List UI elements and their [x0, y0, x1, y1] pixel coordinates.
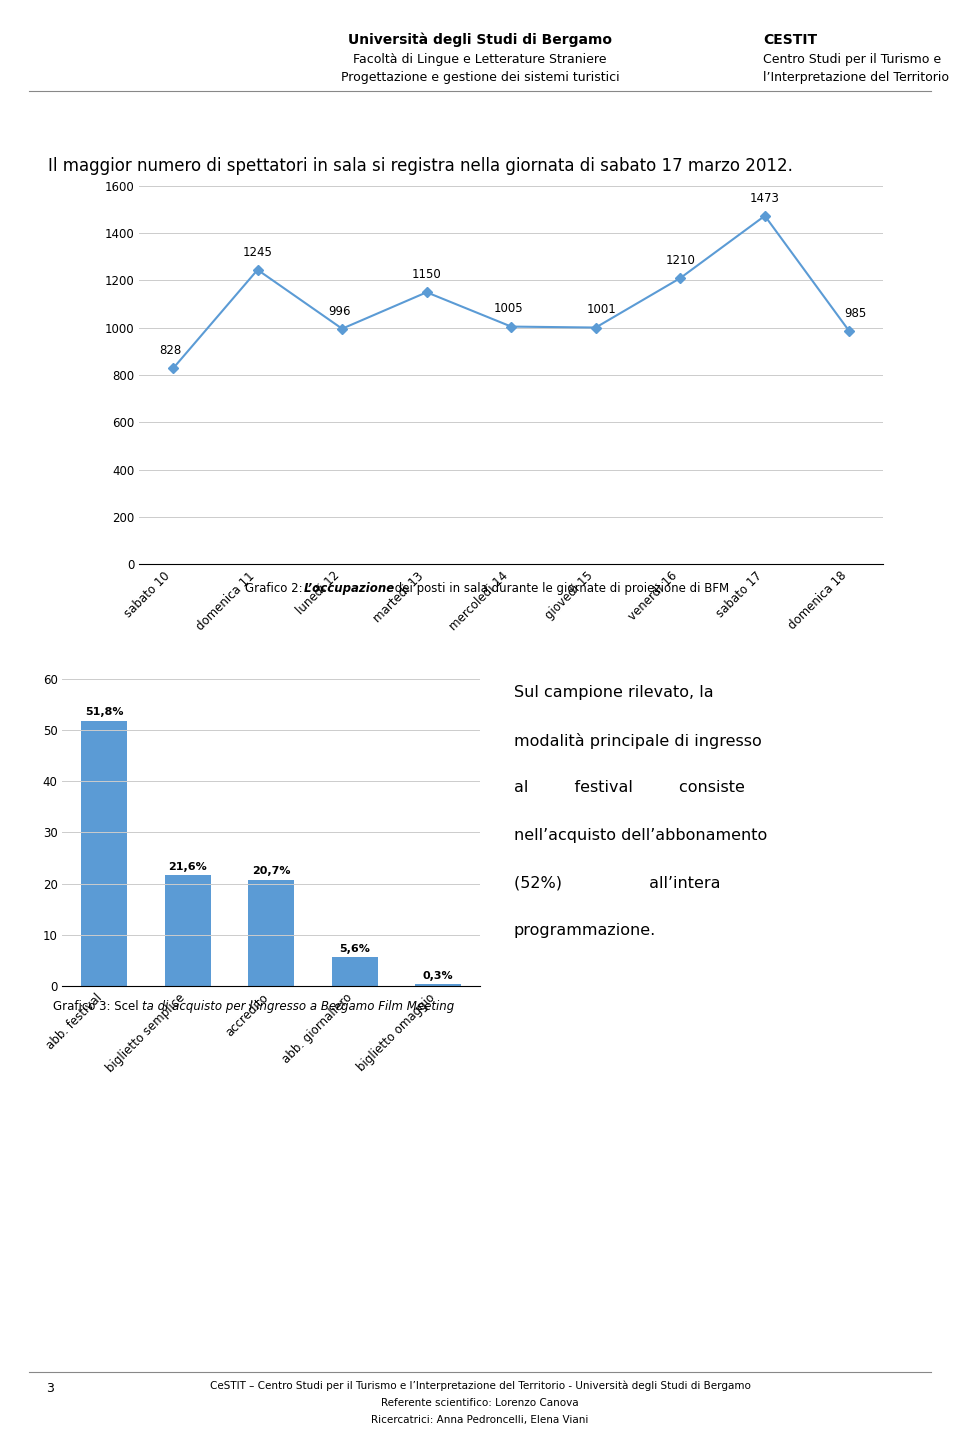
Text: Sul campione rilevato, la: Sul campione rilevato, la	[514, 684, 713, 700]
Text: Ricercatrici: Anna Pedroncelli, Elena Viani: Ricercatrici: Anna Pedroncelli, Elena Vi…	[372, 1415, 588, 1425]
Text: L’occupazione: L’occupazione	[303, 582, 395, 594]
Text: Il maggior numero di spettatori in sala si registra nella giornata di sabato 17 : Il maggior numero di spettatori in sala …	[48, 157, 793, 176]
Text: (52%)                 all’intera: (52%) all’intera	[514, 876, 720, 890]
Bar	[165, 876, 210, 986]
Text: Grafico 3: Scel: Grafico 3: Scel	[53, 1000, 138, 1013]
Text: Facoltà di Lingue e Letterature Straniere: Facoltà di Lingue e Letterature Stranier…	[353, 53, 607, 66]
Bar	[249, 880, 294, 986]
Text: programmazione.: programmazione.	[514, 923, 656, 937]
Bar	[332, 957, 377, 986]
Text: Progettazione e gestione dei sistemi turistici: Progettazione e gestione dei sistemi tur…	[341, 71, 619, 84]
Text: 5,6%: 5,6%	[339, 943, 370, 953]
Bar	[415, 985, 461, 986]
Text: 996: 996	[328, 304, 350, 317]
Text: 21,6%: 21,6%	[168, 862, 207, 872]
Text: Centro Studi per il Turismo e: Centro Studi per il Turismo e	[763, 53, 942, 66]
Bar	[82, 720, 128, 986]
Text: 1473: 1473	[750, 191, 780, 204]
Text: 0,3%: 0,3%	[422, 970, 453, 980]
Text: modalità principale di ingresso: modalità principale di ingresso	[514, 733, 761, 749]
Text: ta di acquisto per l’ingresso a Bergamo Film Meeting: ta di acquisto per l’ingresso a Bergamo …	[142, 1000, 454, 1013]
Text: l’Interpretazione del Territorio: l’Interpretazione del Territorio	[763, 71, 949, 84]
Text: nell’acquisto dell’abbonamento: nell’acquisto dell’abbonamento	[514, 827, 767, 843]
Text: CeSTIT – Centro Studi per il Turismo e l’Interpretazione del Territorio - Univer: CeSTIT – Centro Studi per il Turismo e l…	[209, 1380, 751, 1390]
Text: 1005: 1005	[493, 303, 523, 316]
Text: 20,7%: 20,7%	[252, 866, 291, 876]
Text: 1245: 1245	[243, 246, 273, 259]
Text: al         festival         consiste: al festival consiste	[514, 780, 744, 795]
Text: 828: 828	[159, 344, 181, 357]
Text: Università degli Studi di Bergamo: Università degli Studi di Bergamo	[348, 33, 612, 47]
Text: Referente scientifico: Lorenzo Canova: Referente scientifico: Lorenzo Canova	[381, 1398, 579, 1408]
Text: dei posti in sala durante le giornate di proiezione di BFM: dei posti in sala durante le giornate di…	[391, 582, 729, 594]
Text: 985: 985	[844, 307, 866, 320]
Text: 3: 3	[46, 1382, 54, 1395]
Text: 51,8%: 51,8%	[85, 707, 124, 717]
Text: 1210: 1210	[665, 254, 695, 267]
Text: Grafico 2:: Grafico 2:	[245, 582, 306, 594]
Text: 1001: 1001	[587, 303, 616, 316]
Text: CESTIT: CESTIT	[763, 33, 817, 47]
Text: 1150: 1150	[412, 269, 442, 282]
